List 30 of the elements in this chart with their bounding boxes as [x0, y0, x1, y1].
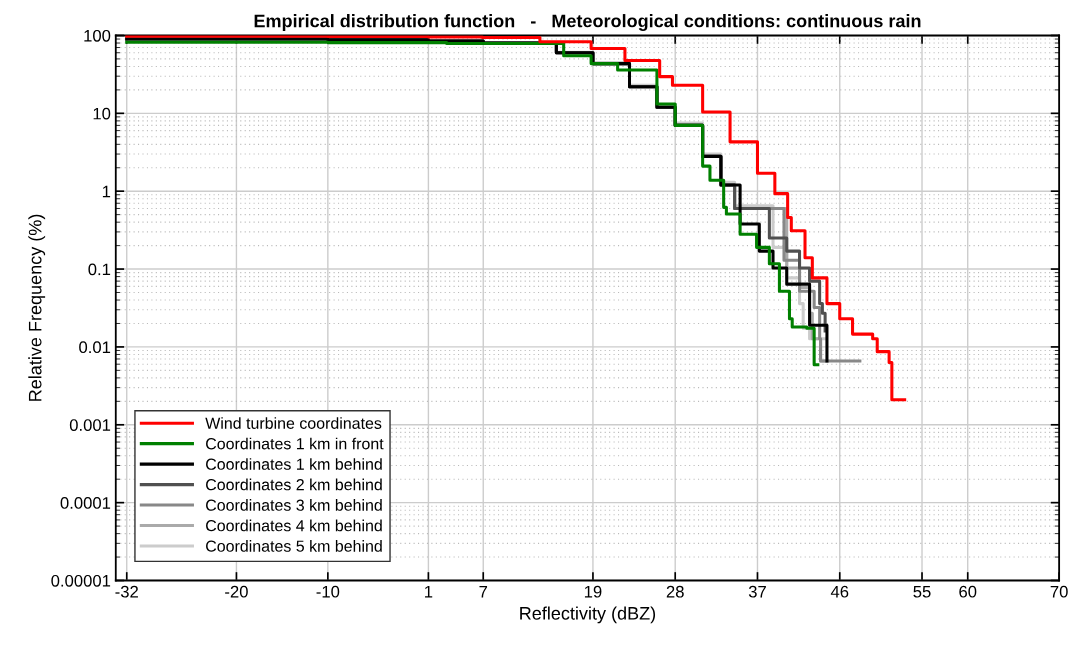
x-tick-label: -32 — [115, 585, 138, 598]
y-tick-label: 0.0001 — [60, 497, 111, 509]
y-tick-label: 1 — [102, 185, 111, 198]
legend-label: Coordinates 5 km behind — [206, 540, 382, 552]
chart-title: Empirical distribution function - Meteorological conditions: continuous rain — [254, 14, 921, 31]
x-tick-label: 70 — [1050, 585, 1068, 598]
x-tick-label: 19 — [584, 585, 602, 598]
y-tick-label: 0.1 — [88, 263, 111, 276]
x-tick-label: -10 — [316, 585, 340, 598]
legend-label: Coordinates 1 km in front — [206, 437, 384, 450]
y-tick-label: 0.01 — [79, 341, 111, 354]
legend-label: Coordinates 2 km behind — [206, 478, 382, 491]
x-axis-title: Reflectivity (dBZ) — [520, 606, 656, 624]
y-tick-label: 10 — [93, 107, 111, 120]
x-tick-label: 37 — [748, 585, 766, 598]
legend-label: Coordinates 3 km behind — [206, 499, 382, 511]
y-tick-label: 0.001 — [69, 419, 111, 431]
y-axis-title: Relative Frequency (%) — [28, 214, 46, 401]
y-tick-label: 0.00001 — [51, 574, 111, 587]
x-tick-label: 46 — [830, 585, 849, 598]
x-tick-label: 28 — [666, 585, 684, 598]
y-tick-label: 100 — [84, 29, 111, 42]
x-tick-label: -20 — [225, 585, 248, 598]
x-tick-label: 55 — [913, 585, 931, 598]
x-tick-label: 7 — [479, 585, 488, 598]
legend-label: Coordinates 1 km behind — [206, 458, 382, 470]
x-tick-label: 60 — [959, 585, 977, 598]
legend-label: Coordinates 4 km behind — [206, 519, 382, 532]
x-tick-label: 1 — [425, 585, 433, 598]
legend-label: Wind turbine coordinates — [205, 417, 382, 429]
